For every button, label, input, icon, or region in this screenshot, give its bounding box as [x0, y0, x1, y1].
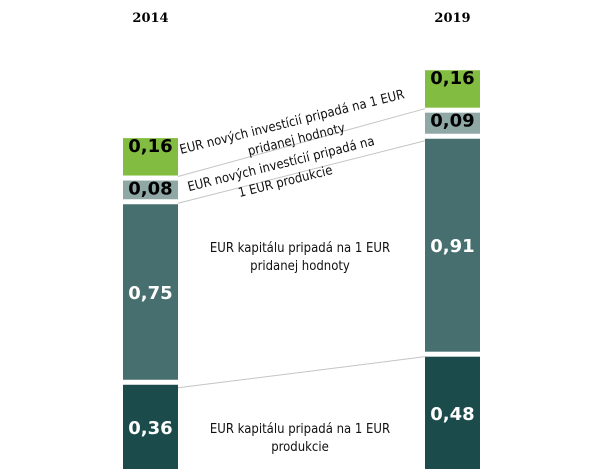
annotation-line: pridanej hodnoty [250, 259, 350, 274]
data-label-2014-2: 0,08 [128, 179, 172, 200]
bar-segment-2014-0 [123, 384, 178, 469]
data-label-2019-1: 0,91 [430, 236, 474, 257]
connector-line-1 [177, 140, 426, 204]
data-label-2014-3: 0,16 [128, 136, 172, 157]
connector-line-2 [177, 108, 426, 178]
connector-line-0 [177, 356, 426, 389]
year-label-2019: 2019 [434, 11, 470, 26]
bar-segment-2019-1 [425, 138, 480, 352]
annotation-1: EUR kapitálu pripadá na 1 EUR pridanej ho… [210, 241, 390, 274]
data-label-2014-0: 0,36 [128, 418, 172, 439]
bar-segment-2014-2 [123, 180, 178, 200]
data-label-2019-2: 0,09 [430, 111, 474, 132]
year-label-2014: 2014 [132, 11, 168, 26]
annotation-line: EUR kapitálu pripadá na 1 EUR [210, 422, 390, 437]
bar-segment-2019-0 [425, 356, 480, 469]
annotation-0: EUR kapitálu pripadá na 1 EUR produkcie [210, 422, 390, 455]
bar-segment-2014-3 [123, 138, 178, 176]
annotation-line: produkcie [271, 440, 329, 455]
annotation-line: EUR kapitálu pripadá na 1 EUR [210, 241, 390, 256]
data-label-2019-3: 0,16 [430, 68, 474, 89]
bar-segment-2019-2 [425, 112, 480, 134]
data-label-2019-0: 0,48 [430, 404, 474, 425]
bar-segment-2014-1 [123, 204, 178, 380]
bar-segment-2019-3 [425, 70, 480, 108]
data-label-2014-1: 0,75 [128, 283, 172, 304]
